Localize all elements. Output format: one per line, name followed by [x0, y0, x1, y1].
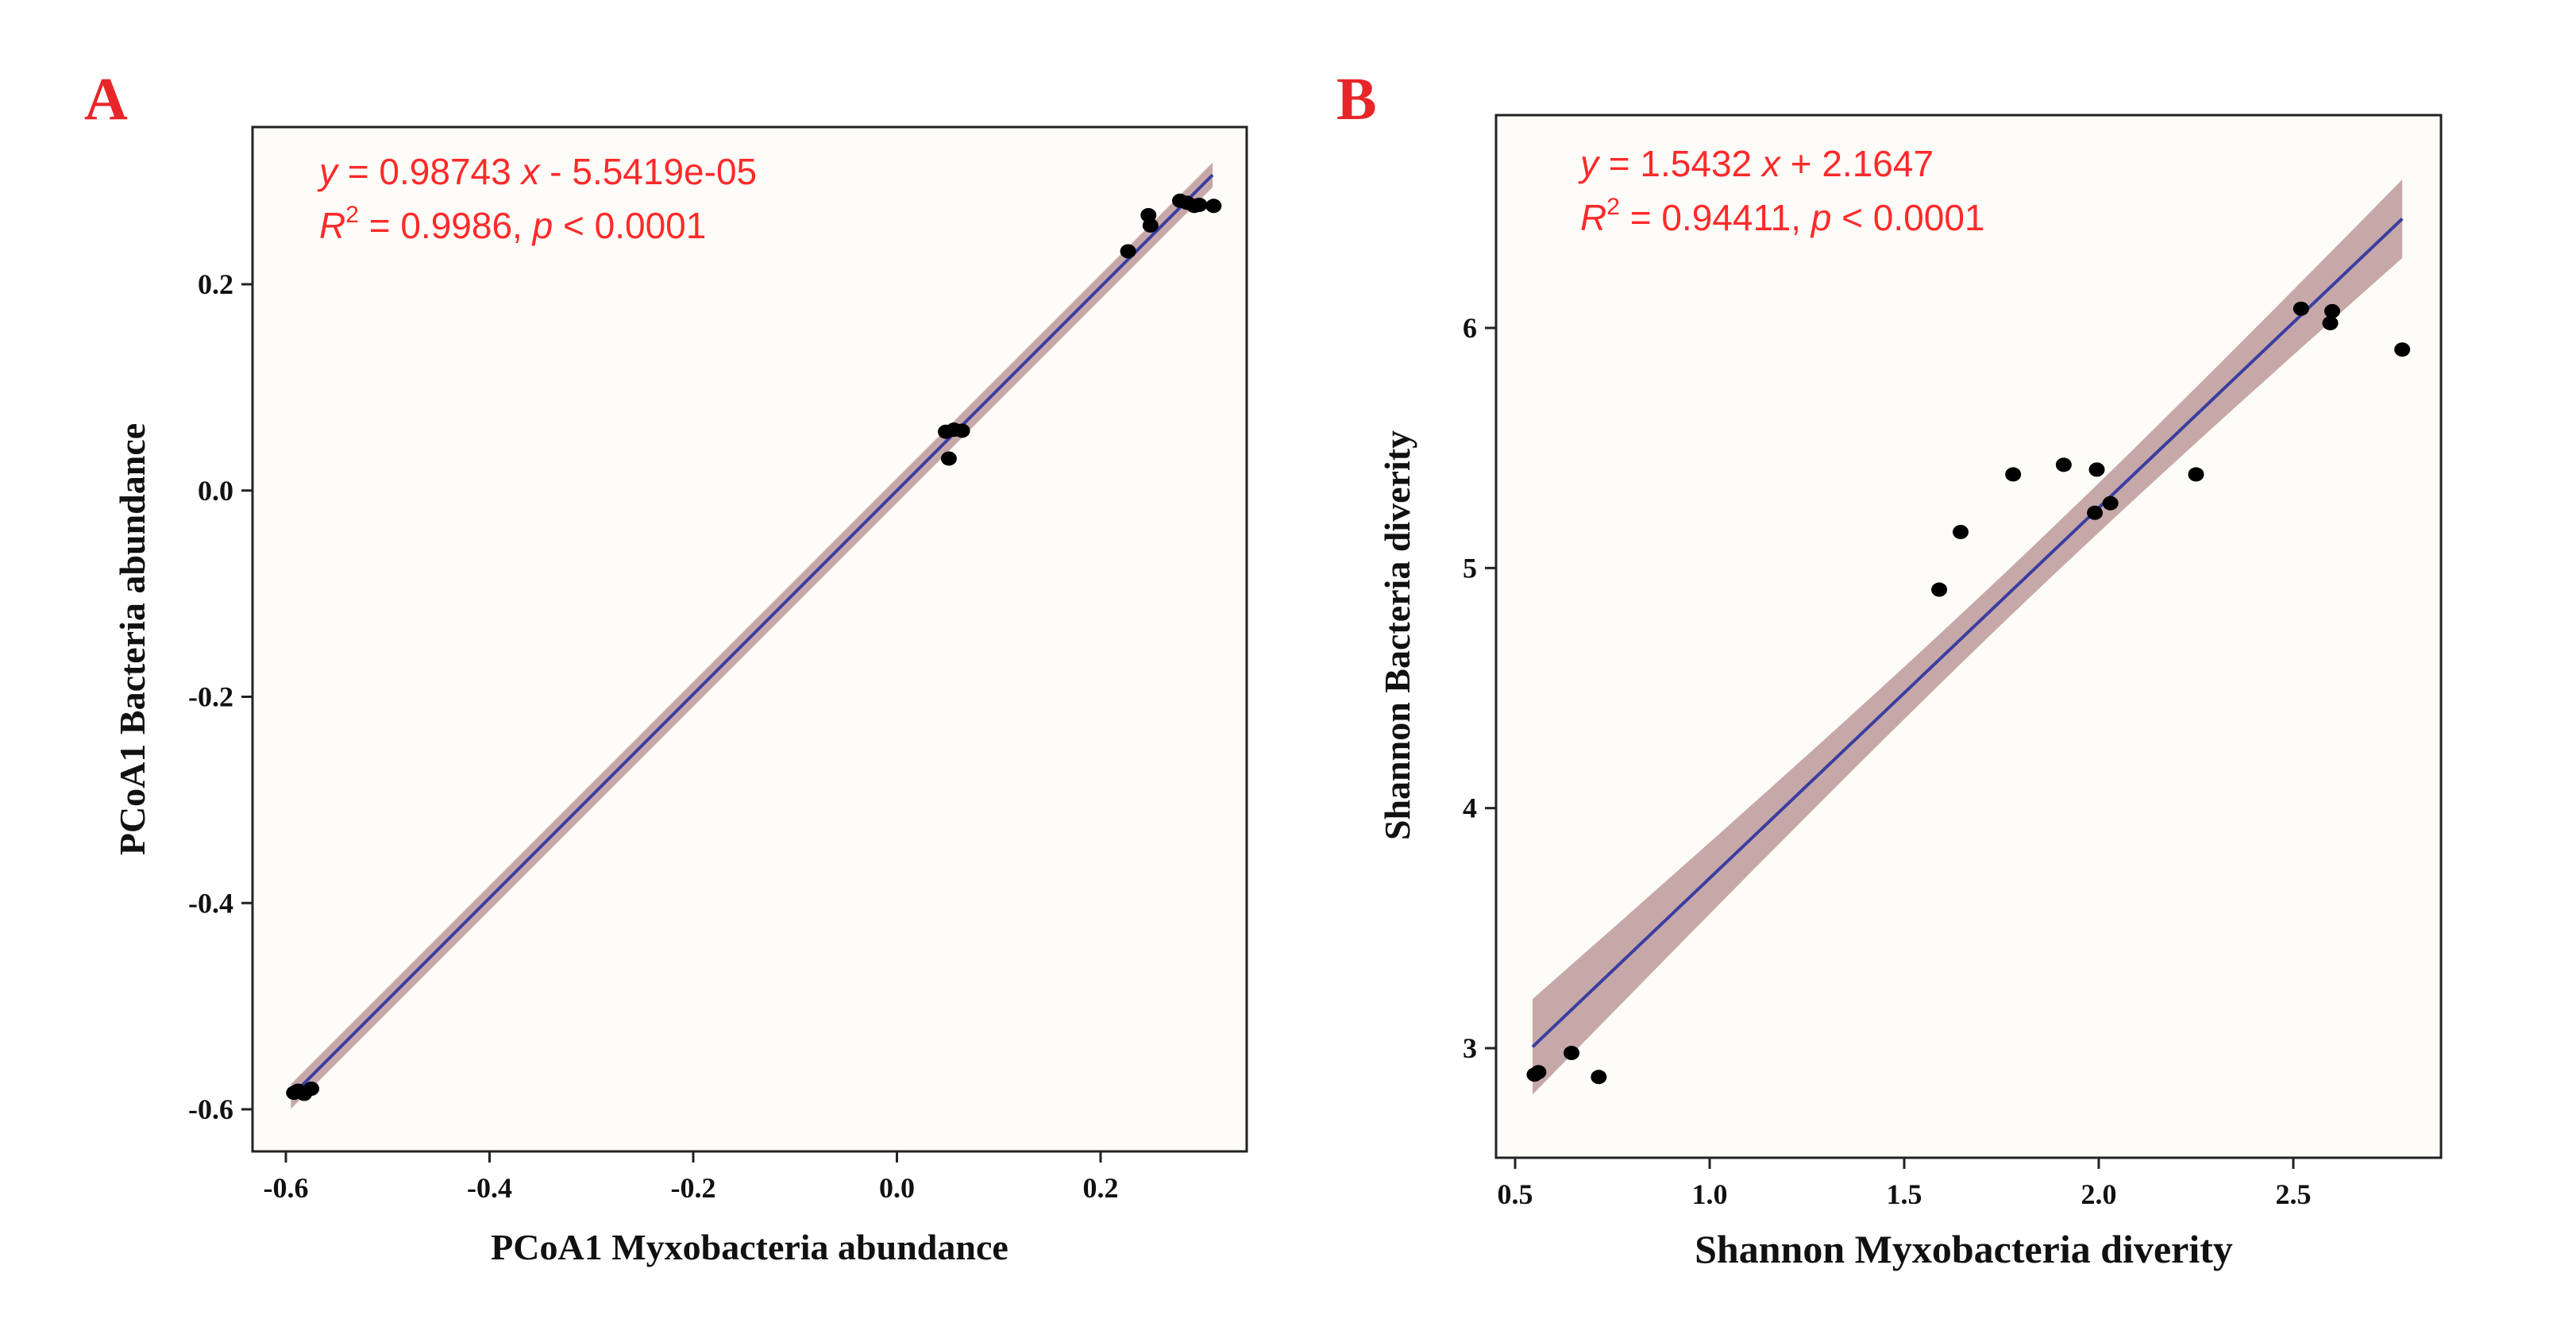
panel-b-eq-intercept: + 2.1647	[1780, 143, 1934, 184]
panel-b-fit-line	[1531, 218, 2404, 1048]
panel-b-p-value: < 0.0001	[1831, 197, 1984, 238]
panel-b-letter: B	[1336, 66, 1377, 133]
panel-a-point-3	[303, 1082, 320, 1097]
panel-b-x-tick-label-2: 1.5	[1887, 1178, 1922, 1210]
panel-b-point-4	[1931, 582, 1948, 597]
panel-a-p-symbol: p	[531, 205, 553, 246]
panel-a-r-value: = 0.9986,	[359, 205, 533, 246]
panel-b-x-tick-label-0: 0.5	[1498, 1178, 1533, 1210]
panel-b-ci-band-shape	[1533, 179, 2403, 1095]
panel-b-x-tick-label-4: 2.5	[2276, 1178, 2312, 1210]
panel-a-eq-slope: = 0.98743	[337, 151, 521, 192]
panel-a-point-7	[954, 423, 970, 438]
panel-a-r-symbol: R	[319, 205, 345, 246]
panel-b-point-5	[1953, 524, 1969, 539]
panel-b-point-6	[2005, 467, 2022, 482]
panel-b-r-squared: R2 = 0.94411, p < 0.0001	[1580, 194, 1985, 238]
panel-b-y-tick-label-3: 6	[1463, 312, 1477, 344]
panel-a-points	[286, 193, 1222, 1101]
panel-b-point-1	[1530, 1065, 1547, 1080]
panel-b-p-symbol: p	[1810, 197, 1832, 238]
panel-a-y-tick-label-0: -0.6	[188, 1093, 233, 1125]
panel-b-y-tick-label-0: 3	[1463, 1032, 1477, 1064]
panel-a: A -0.6 -0.4 -0.2 0.0 0.2 -0.6-0.4-0.20.00.2 …	[84, 66, 1248, 1267]
panel-b-x-axis-title: Shannon Myxobacteria diverity	[1695, 1227, 2233, 1271]
panel-b-y-tick-label-1: 4	[1463, 792, 1477, 824]
panel-b-r-symbol: R	[1580, 197, 1606, 238]
panel-a-eq-intercept: - 5.5419e-05	[539, 151, 757, 192]
panel-b-confidence-band	[1533, 179, 2403, 1095]
panel-b-point-3	[1591, 1070, 1607, 1085]
panel-a-point-8	[1120, 244, 1136, 259]
panel-a-regression-line	[289, 173, 1214, 1098]
panel-a-x-tick-label-4: 0.2	[1083, 1172, 1119, 1204]
panel-b-point-11	[2188, 467, 2204, 482]
panel-a-y-axis-title: PCoA1 Bacteria abundance	[112, 423, 152, 855]
panel-a-x-ticks: -0.6 -0.4 -0.2 0.0 0.2	[264, 1151, 1119, 1204]
panel-b-r-sup: 2	[1606, 194, 1620, 220]
panel-b-point-8	[2087, 505, 2104, 520]
panel-a-fit-line	[289, 173, 1214, 1098]
panel-b-equation: y = 1.5432 x + 2.1647	[1578, 143, 1934, 184]
panel-a-letter: A	[84, 66, 128, 133]
panel-b-regression-line	[1531, 218, 2404, 1048]
panel-b-eq-slope: = 1.5432	[1598, 143, 1762, 184]
panel-b: B 0.5 1.0 1.5 2.0 2.5 3 4 5 6 y = 1.5432 x + 2.…	[1336, 66, 2443, 1271]
panel-b-point-13	[2322, 315, 2339, 330]
panel-a-x-tick-label-0: -0.6	[264, 1172, 309, 1204]
panel-a-x-tick-label-3: 0.0	[879, 1172, 915, 1204]
panel-a-eq-y: y	[317, 151, 340, 192]
panel-a-y-tick-label-1: -0.4	[188, 887, 233, 919]
panel-b-point-14	[2324, 303, 2340, 318]
panel-b-eq-y: y	[1578, 143, 1601, 184]
panel-a-point-15	[1205, 199, 1222, 214]
panel-b-x-tick-label-3: 2.0	[2081, 1178, 2117, 1210]
panel-a-eq-x: x	[519, 151, 541, 192]
panel-a-point-10	[1142, 218, 1159, 233]
panel-b-y-tick-label-2: 5	[1463, 552, 1477, 584]
panel-a-y-ticks: -0.6 -0.4 -0.2 0.0 0.2	[188, 268, 253, 1125]
panel-a-point-14	[1191, 197, 1208, 212]
panel-b-point-12	[2293, 301, 2309, 316]
panel-a-r-squared: R2 = 0.9986, p < 0.0001	[319, 202, 706, 246]
panel-b-points	[1526, 301, 2411, 1085]
panel-b-point-9	[2088, 462, 2105, 477]
panel-a-x-tick-label-1: -0.4	[467, 1172, 512, 1204]
panel-a-p-value: < 0.0001	[553, 205, 706, 246]
panel-b-r-value: = 0.94411,	[1620, 197, 1811, 238]
panel-a-equation: y = 0.98743 x - 5.5419e-05	[317, 151, 757, 192]
panel-b-y-ticks: 3 4 5 6	[1463, 312, 1496, 1064]
panel-b-point-2	[1564, 1046, 1580, 1061]
panel-a-x-tick-label-2: -0.2	[671, 1172, 716, 1204]
panel-b-x-tick-label-1: 1.0	[1692, 1178, 1728, 1210]
panel-a-r-sup: 2	[345, 202, 359, 228]
panel-a-y-tick-label-3: 0.0	[198, 475, 233, 507]
panel-b-x-ticks: 0.5 1.0 1.5 2.0 2.5	[1498, 1158, 2312, 1210]
panel-b-point-10	[2102, 495, 2119, 511]
panel-a-point-5	[940, 451, 957, 466]
panel-a-y-tick-label-2: -0.2	[188, 681, 233, 713]
panel-b-point-15	[2394, 342, 2411, 357]
panel-a-x-axis-title: PCoA1 Myxobacteria abundance	[491, 1227, 1008, 1267]
panel-b-y-axis-title: Shannon Bacteria diverity	[1377, 430, 1417, 840]
panel-a-y-tick-label-4: 0.2	[198, 268, 233, 300]
panel-b-eq-x: x	[1760, 143, 1782, 184]
panel-b-point-7	[2055, 457, 2072, 472]
